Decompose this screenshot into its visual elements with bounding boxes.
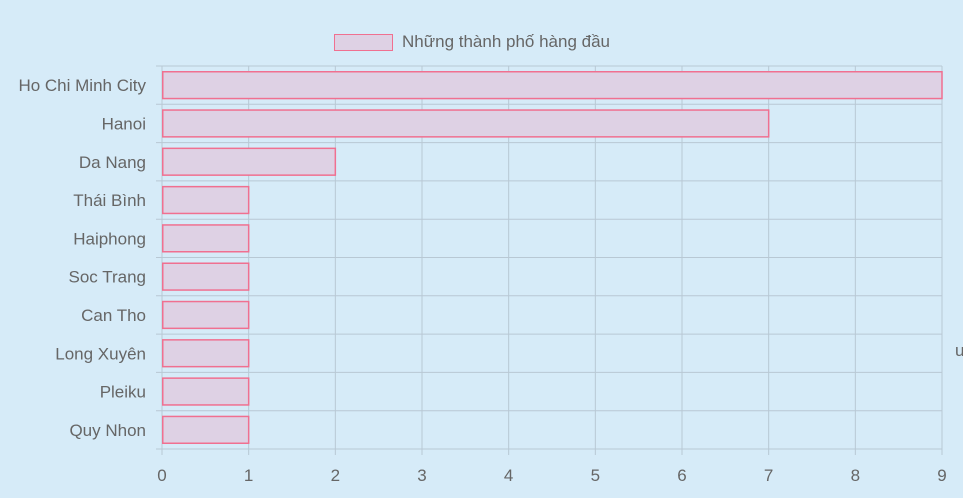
y-tick-label: Da Nang [79, 153, 146, 172]
x-tick-label: 3 [417, 466, 426, 485]
x-tick-label: 6 [677, 466, 686, 485]
legend-label: Những thành phố hàng đầu [402, 32, 611, 51]
legend-swatch [334, 33, 393, 51]
legend[interactable]: Những thành phố hàng đầu [334, 31, 610, 53]
bar [162, 262, 250, 291]
y-tick-label: Quy Nhon [69, 421, 146, 440]
x-tick-label: 7 [764, 466, 773, 485]
x-tick-label: 8 [851, 466, 860, 485]
x-tick-label: 9 [937, 466, 946, 485]
y-tick-label: Soc Trang [69, 268, 147, 287]
bar [162, 377, 250, 406]
bar [162, 339, 250, 368]
bar [162, 109, 770, 138]
clipped-edge-text: u [955, 341, 963, 360]
y-tick-label: Hanoi [102, 114, 146, 133]
x-tick-label: 4 [504, 466, 513, 485]
bar [162, 415, 250, 445]
bar [162, 300, 250, 330]
bar [162, 147, 337, 176]
x-tick-label: 2 [331, 466, 340, 485]
bar [162, 70, 943, 100]
y-tick-label: Ho Chi Minh City [18, 76, 146, 95]
x-tick-label: 5 [591, 466, 600, 485]
bar [162, 185, 250, 215]
x-tick-label: 0 [157, 466, 166, 485]
y-tick-label: Haiphong [73, 229, 146, 248]
y-tick-label: Can Tho [81, 306, 146, 325]
bar [162, 224, 250, 253]
y-tick-label: Thái Bình [73, 191, 146, 210]
y-tick-label: Pleiku [100, 383, 146, 402]
x-tick-label: 1 [244, 466, 253, 485]
y-tick-label: Long Xuyên [55, 344, 146, 363]
